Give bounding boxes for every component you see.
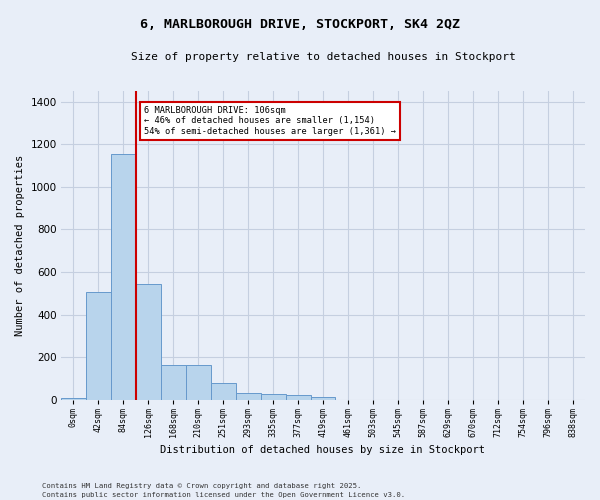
X-axis label: Distribution of detached houses by size in Stockport: Distribution of detached houses by size …: [160, 445, 485, 455]
Bar: [186, 364, 211, 400]
Bar: [260, 394, 286, 400]
Bar: [111, 154, 136, 400]
Y-axis label: Number of detached properties: Number of detached properties: [15, 155, 25, 336]
Bar: [236, 394, 260, 400]
Bar: [86, 292, 111, 400]
Bar: [161, 364, 186, 400]
Text: Contains HM Land Registry data © Crown copyright and database right 2025.: Contains HM Land Registry data © Crown c…: [42, 483, 361, 489]
Bar: [61, 398, 86, 400]
Bar: [211, 382, 236, 400]
Bar: [286, 396, 311, 400]
Text: 6, MARLBOROUGH DRIVE, STOCKPORT, SK4 2QZ: 6, MARLBOROUGH DRIVE, STOCKPORT, SK4 2QZ: [140, 18, 460, 30]
Title: Size of property relative to detached houses in Stockport: Size of property relative to detached ho…: [131, 52, 515, 62]
Bar: [136, 284, 161, 400]
Bar: [311, 396, 335, 400]
Text: 6 MARLBOROUGH DRIVE: 106sqm
← 46% of detached houses are smaller (1,154)
54% of : 6 MARLBOROUGH DRIVE: 106sqm ← 46% of det…: [144, 106, 396, 136]
Text: Contains public sector information licensed under the Open Government Licence v3: Contains public sector information licen…: [42, 492, 405, 498]
